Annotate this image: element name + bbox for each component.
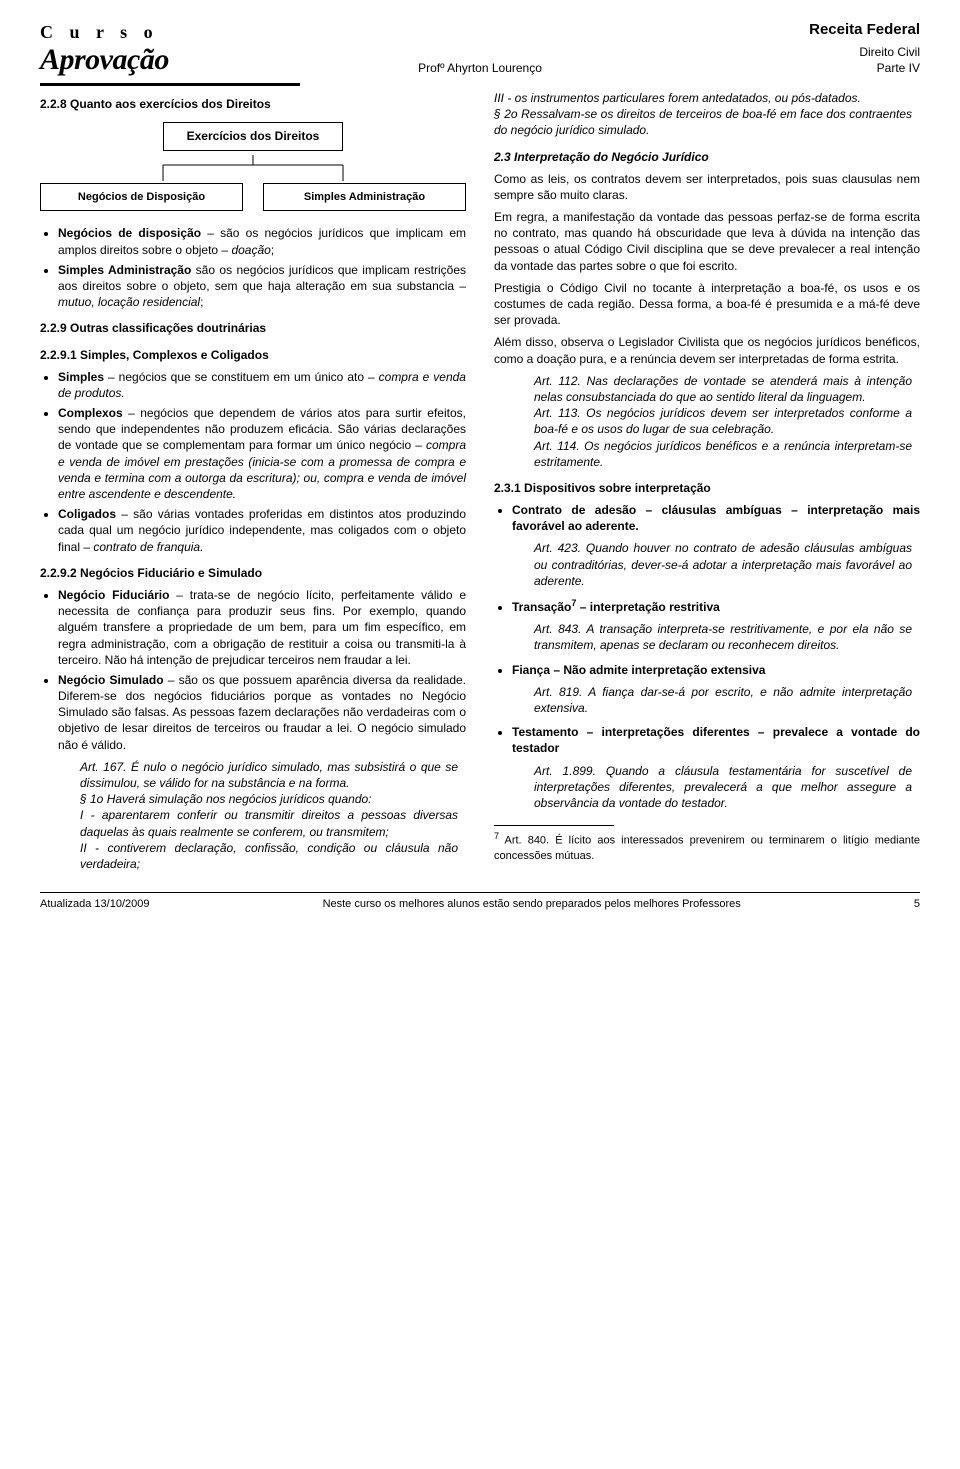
bullets-231a: Contrato de adesão – cláusulas ambíguas … <box>494 502 920 534</box>
list-item: Negócio Fiduciário – trata-se de negócio… <box>58 587 466 668</box>
art843: Art. 843. A transação interpreta-se rest… <box>534 622 912 652</box>
left-column: 2.2.8 Quanto aos exercícios dos Direitos… <box>40 86 466 880</box>
art423-block: Art. 423. Quando houver no contrato de a… <box>534 540 912 589</box>
list-item: Negócio Simulado – são os que possuem ap… <box>58 672 466 753</box>
p23c: Prestigia o Código Civil no tocante à in… <box>494 280 920 329</box>
footer-page: 5 <box>914 897 920 912</box>
bullets-2292: Negócio Fiduciário – trata-se de negócio… <box>40 587 466 753</box>
art167-i: I - aparentarem conferir ou transmitir d… <box>80 808 458 838</box>
bullets-2291: Simples – negócios que se constituem em … <box>40 369 466 555</box>
heading-229: 2.2.9 Outras classificações doutrinárias <box>40 320 466 336</box>
footer-date: Atualizada 13/10/2009 <box>40 897 149 912</box>
art167-block: Art. 167. É nulo o negócio jurídico simu… <box>80 759 458 872</box>
art114: Art. 114. Os negócios jurídicos benéfico… <box>534 439 912 469</box>
art423: Art. 423. Quando houver no contrato de a… <box>534 541 912 587</box>
footer-text: Neste curso os melhores alunos estão sen… <box>323 897 741 912</box>
header-right: Receita Federal Direito Civil Parte IV <box>809 20 920 77</box>
art112: Art. 112. Nas declarações de vontade se … <box>534 374 912 404</box>
bul231c-text: Fiança – Não admite interpretação extens… <box>512 663 765 677</box>
bul231d-text: Testamento – interpretações diferentes –… <box>512 725 920 755</box>
header-receita: Receita Federal <box>809 20 920 40</box>
header-direito: Direito Civil <box>809 44 920 60</box>
bullets-231c: Fiança – Não admite interpretação extens… <box>494 662 920 678</box>
logo: C u r s o Aprovação <box>40 20 300 86</box>
list-item: Complexos – negócios que dependem de vár… <box>58 405 466 502</box>
p23b: Em regra, a manifestação da vontade das … <box>494 209 920 274</box>
list-item: Transação7 – interpretação restritiva <box>512 597 920 615</box>
bul231b-post: – interpretação restritiva <box>576 600 719 614</box>
art167-p2o: § 2o Ressalvam-se os direitos de terceir… <box>494 107 912 137</box>
bullets-231d: Testamento – interpretações diferentes –… <box>494 724 920 756</box>
art819-block: Art. 819. A fiança dar-se-á por escrito,… <box>534 684 912 716</box>
header-parte: Parte IV <box>809 60 920 76</box>
list-item: Fiança – Não admite interpretação extens… <box>512 662 920 678</box>
list-item: Simples – negócios que se constituem em … <box>58 369 466 401</box>
list-item: Testamento – interpretações diferentes –… <box>512 724 920 756</box>
bul231b-pre: Transação <box>512 600 571 614</box>
art819: Art. 819. A fiança dar-se-á por escrito,… <box>534 685 912 715</box>
art113: Art. 113. Os negócios jurídicos devem se… <box>534 406 912 436</box>
heading-2292: 2.2.9.2 Negócios Fiduciário e Simulado <box>40 565 466 581</box>
diagram-top-box: Exercícios dos Direitos <box>163 122 343 150</box>
diagram-box-administracao: Simples Administração <box>263 183 466 212</box>
footnote-separator <box>494 825 614 826</box>
art167-iii: III - os instrumentos particulares forem… <box>494 91 861 105</box>
heading-231: 2.3.1 Dispositivos sobre interpretação <box>494 480 920 496</box>
bullets-231b: Transação7 – interpretação restritiva <box>494 597 920 615</box>
heading-2291: 2.2.9.1 Simples, Complexos e Coligados <box>40 347 466 363</box>
art1899-block: Art. 1.899. Quando a cláusula testamentá… <box>534 763 912 812</box>
footnote-text: Art. 840. É lícito aos interessados prev… <box>494 835 920 862</box>
list-item: Contrato de adesão – cláusulas ambíguas … <box>512 502 920 534</box>
right-column: III - os instrumentos particulares forem… <box>494 86 920 880</box>
art167-ii: II - contiverem declaração, confissão, c… <box>80 841 458 871</box>
p23a: Como as leis, os contratos devem ser int… <box>494 171 920 203</box>
footnote: 7 Art. 840. É lícito aos interessados pr… <box>494 830 920 863</box>
p23d: Além disso, observa o Legislador Civilis… <box>494 334 920 366</box>
diagram-exercicios: Exercícios dos Direitos Negócios de Disp… <box>40 122 466 211</box>
bul231a-text: Contrato de adesão – cláusulas ambíguas … <box>512 503 920 533</box>
heading-228: 2.2.8 Quanto aos exercícios dos Direitos <box>40 96 466 112</box>
arts-112-114: Art. 112. Nas declarações de vontade se … <box>534 373 912 470</box>
art1899: Art. 1.899. Quando a cláusula testamentá… <box>534 764 912 810</box>
list-item: Simples Administração são os negócios ju… <box>58 262 466 311</box>
list-item: Negócios de disposição – são os negócios… <box>58 225 466 257</box>
bullets-228: Negócios de disposição – são os negócios… <box>40 225 466 310</box>
art167: Art. 167. É nulo o negócio jurídico simu… <box>80 760 458 790</box>
footer: Atualizada 13/10/2009 Neste curso os mel… <box>40 892 920 912</box>
art167-cont: III - os instrumentos particulares forem… <box>494 90 912 139</box>
logo-aprovacao: Aprovação <box>40 40 169 81</box>
diagram-box-disposicao: Negócios de Disposição <box>40 183 243 212</box>
art167-p1: § 1o Haverá simulação nos negócios juríd… <box>80 792 372 806</box>
heading-23: 2.3 Interpretação do Negócio Jurídico <box>494 149 920 165</box>
diagram-connector <box>73 155 433 183</box>
list-item: Coligados – são várias vontades proferid… <box>58 506 466 555</box>
art843-block: Art. 843. A transação interpreta-se rest… <box>534 621 912 653</box>
